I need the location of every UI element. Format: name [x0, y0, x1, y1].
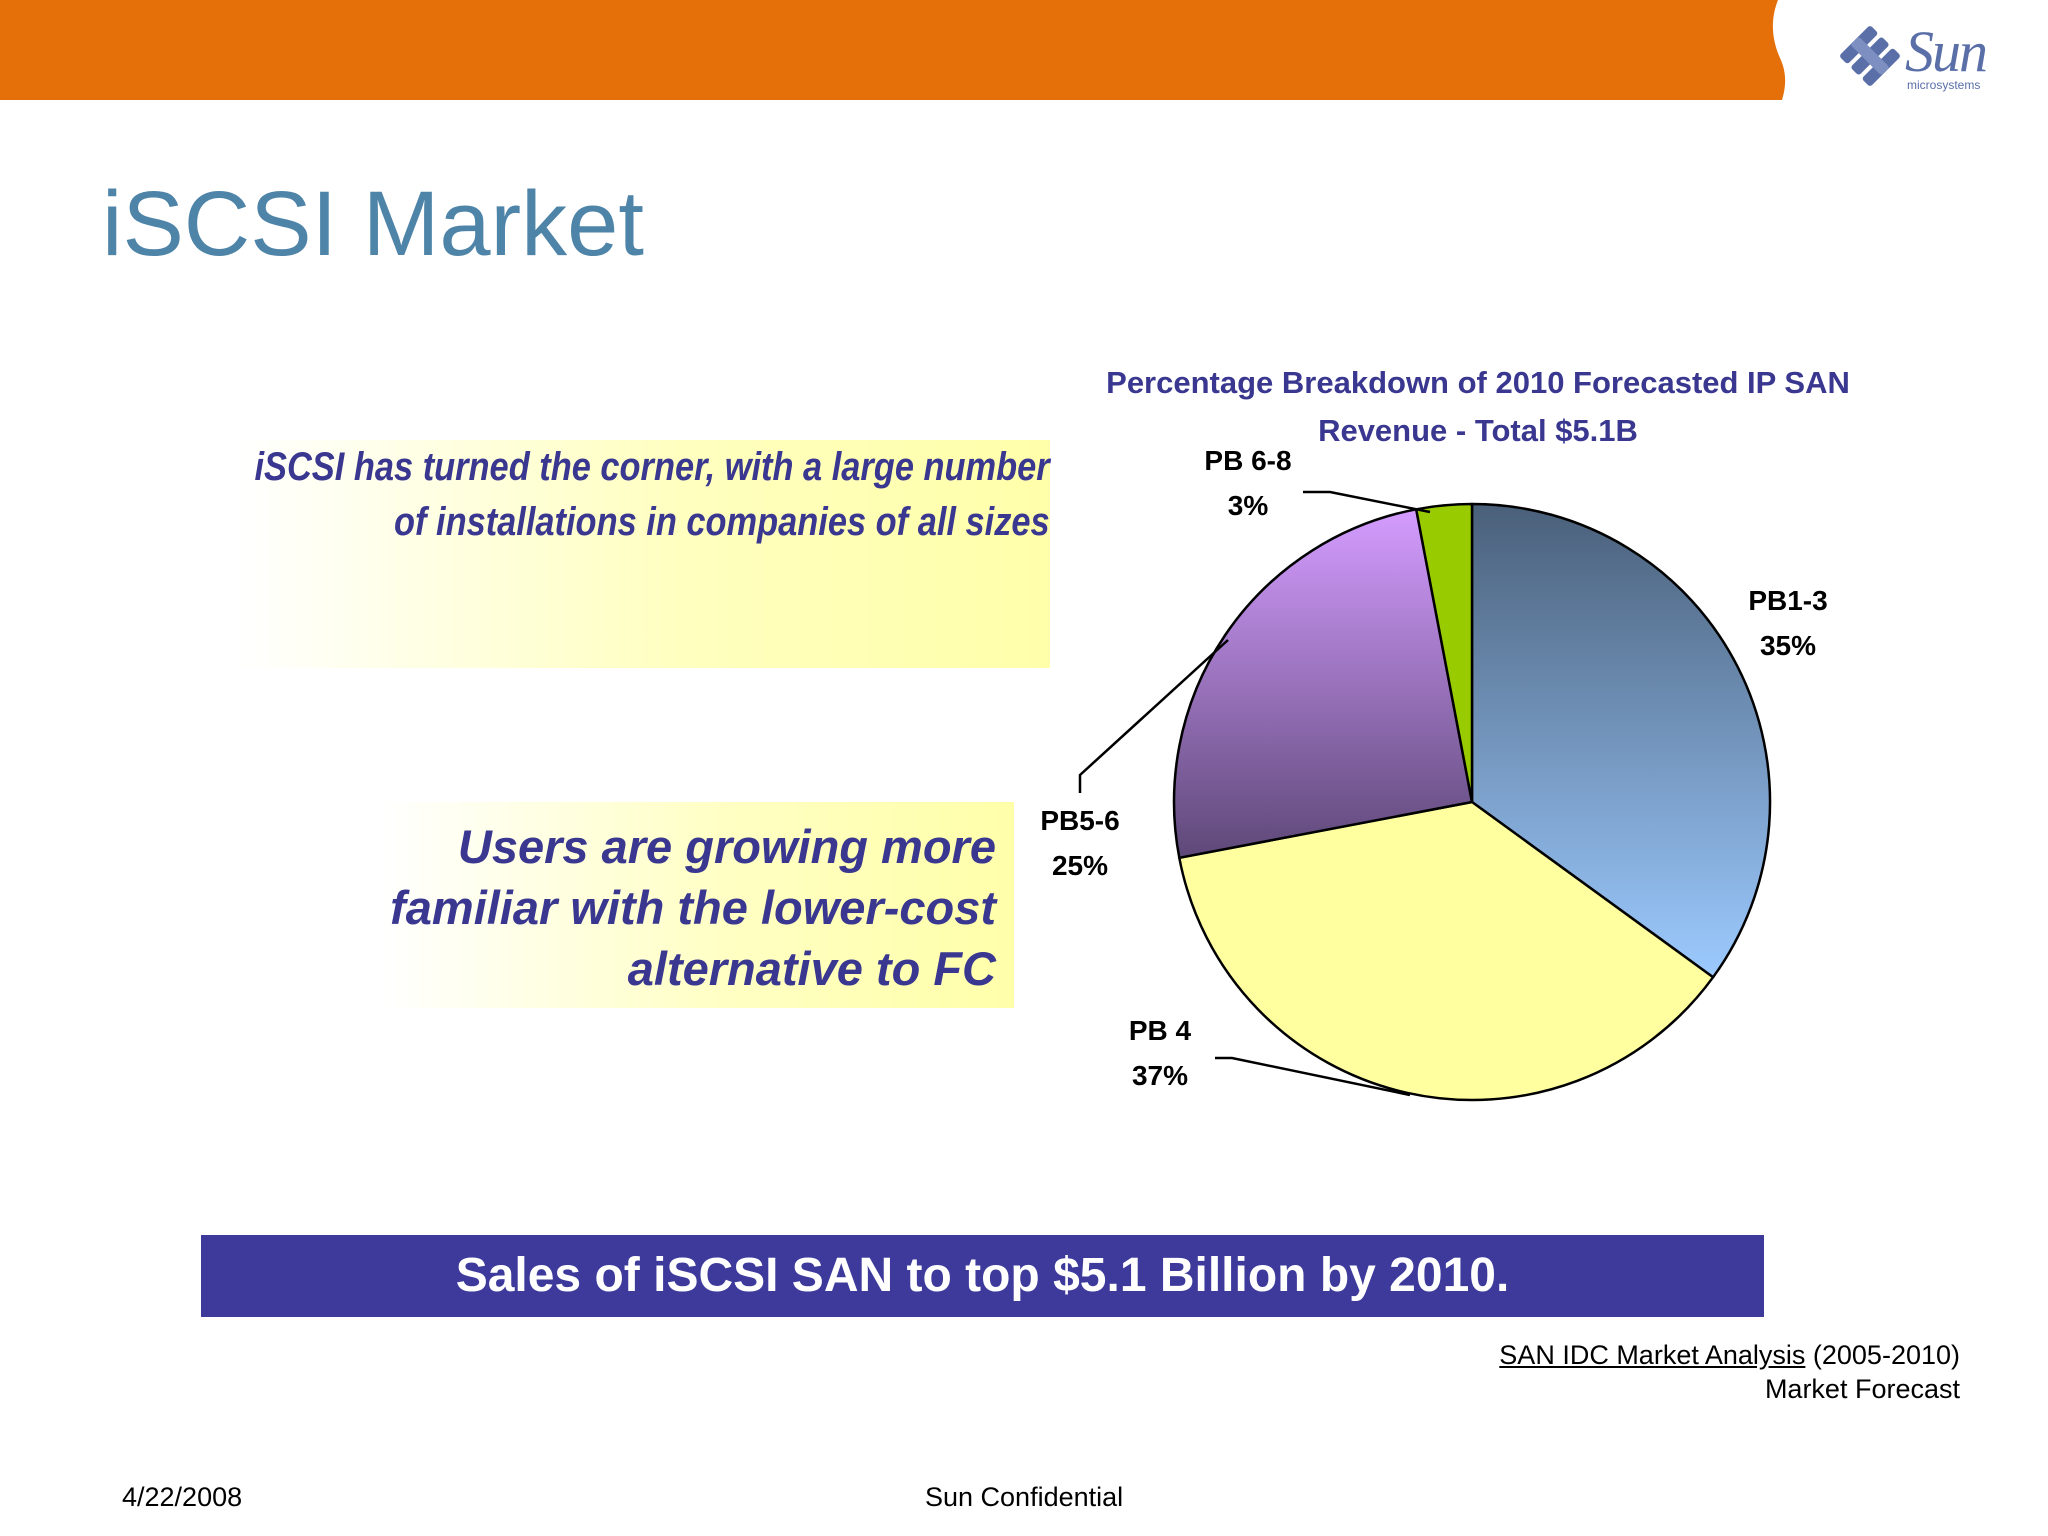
chart-title-line-2: Revenue - Total $5.1B: [1318, 413, 1638, 448]
slice-value-label-2: 25%: [1052, 850, 1108, 881]
pie-slice-2: [1172, 508, 1474, 860]
pie-slice-0: [1470, 502, 1772, 979]
footer-confidential: Sun Confidential: [925, 1482, 1124, 1512]
source-line-2: Market Forecast: [1764, 1374, 1960, 1404]
source-years: (2005-2010): [1805, 1340, 1960, 1370]
slice-label-1: PB 4: [1129, 1015, 1192, 1046]
sun-logo-word: Sun: [1905, 19, 1988, 84]
source-citation: SAN IDC Market Analysis (2005-2010) Mark…: [1499, 1338, 1960, 1406]
footer-date: 4/22/2008: [122, 1482, 243, 1512]
slice-label-3: PB 6-8: [1204, 445, 1291, 476]
leader-line-1: [1215, 1056, 1411, 1097]
slice-value-label-0: 35%: [1760, 630, 1816, 661]
slice-label-2: PB5-6: [1040, 805, 1119, 836]
slice-value-label-3: 3%: [1228, 490, 1269, 521]
slice-label-0: PB1-3: [1748, 585, 1827, 616]
callout-users-line-2: familiar with the lower-cost: [390, 881, 996, 934]
leader-line-2: [1078, 639, 1229, 793]
slice-value-label-1: 37%: [1132, 1060, 1188, 1091]
sun-logo-subtitle: microsystems: [1907, 78, 1981, 92]
callout-users: Users are growing more familiar with the…: [382, 802, 1014, 1008]
slide-title: iSCSI Market: [102, 173, 644, 275]
pie-slice-1: [1178, 800, 1715, 1102]
sales-banner: Sales of iSCSI SAN to top $5.1 Billion b…: [201, 1235, 1764, 1317]
sun-logo: Sun microsystems: [1835, 18, 2015, 98]
callout-installations-line-2: of installations in companies of all siz…: [394, 500, 1051, 544]
callout-installations-line-1: iSCSI has turned the corner, with a larg…: [254, 445, 1050, 489]
source-link[interactable]: SAN IDC Market Analysis: [1499, 1340, 1806, 1370]
pie-chart: Percentage Breakdown of 2010 Forecasted …: [1040, 365, 1850, 1102]
callout-users-line-3: alternative to FC: [627, 942, 996, 995]
callout-users-line-1: Users are growing more: [457, 820, 996, 873]
chart-title-line-1: Percentage Breakdown of 2010 Forecasted …: [1106, 365, 1850, 400]
callout-installations: iSCSI has turned the corner, with a larg…: [238, 440, 1050, 668]
leader-line-3: [1303, 490, 1431, 514]
header-bar: [0, 0, 2048, 100]
sun-logo-icon: [1840, 26, 1900, 86]
